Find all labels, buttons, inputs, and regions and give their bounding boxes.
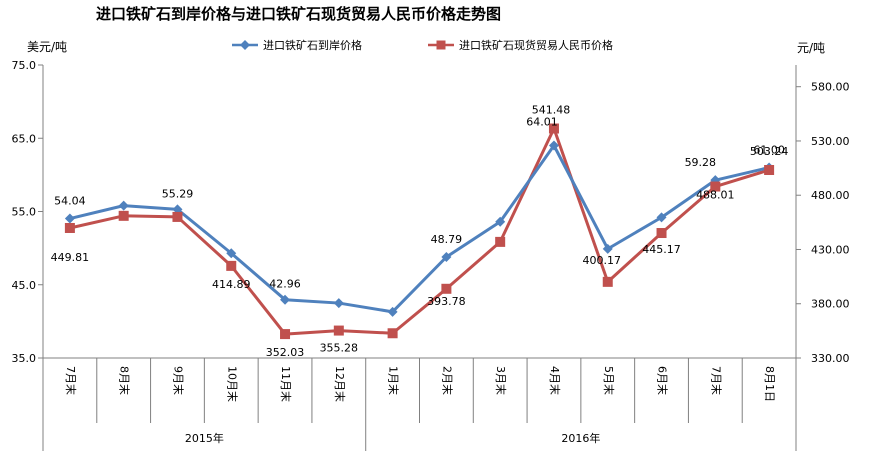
cif-price-line [69,144,770,314]
data-label: 64.01 [526,116,558,129]
left-tick-label: 55.0 [12,206,37,219]
data-label: 54.04 [54,195,86,208]
cif-price-point [280,294,291,305]
left-tick-label: 45.0 [12,279,37,292]
right-tick-label: 330.00 [811,352,850,365]
category-label: 6月末 [656,366,670,395]
right-axis-unit: 元/吨 [797,41,825,55]
cif-price-point [387,306,398,317]
rmb-price-point [602,276,613,287]
right-tick-label: 380.00 [811,298,850,311]
rmb-price-point [387,328,398,339]
cif-price-point [602,243,613,254]
rmb-price-point [495,236,506,247]
rmb-price-point [710,181,721,192]
legend-marker-diamond [240,40,250,50]
category-label: 4月末 [548,366,562,395]
data-label: 414.89 [212,278,251,291]
category-label: 8月末 [118,366,132,395]
left-axis-unit: 美元/吨 [27,40,67,54]
data-label: 503.24 [750,145,789,158]
chart-title: 进口铁矿石到岸价格与进口铁矿石现货贸易人民币价格走势图 [96,5,501,23]
category-label: 7月末 [64,366,78,395]
cif-price-point [172,204,183,215]
category-label: 11月末 [279,366,293,402]
left-tick-label: 35.0 [12,352,37,365]
data-label: 61.00 [753,144,785,157]
rmb-price-point [333,325,344,336]
category-label: 5月末 [602,366,616,395]
category-label: 10月末 [225,366,239,402]
cif-price-point [118,200,129,211]
rmb-price-point [64,222,75,233]
data-label: 55.29 [162,187,194,200]
data-label: 42.96 [269,278,301,291]
cif-price-point [548,140,559,151]
data-label: 355.28 [320,342,359,355]
data-label: 445.17 [642,243,681,256]
rmb-price-line [69,127,770,336]
category-label: 3月末 [494,366,508,395]
rmb-price-point [441,283,452,294]
right-tick-label: 480.00 [811,189,850,202]
right-tick-label: 430.00 [811,243,850,256]
series-layer [64,123,775,340]
legend-marker-square [436,40,446,50]
cif-price-point [333,298,344,309]
data-label: 48.79 [431,233,463,246]
legend: 进口铁矿石到岸价格 进口铁矿石现货贸易人民币价格 [232,38,613,52]
data-label: 400.17 [583,254,622,267]
data-label: 352.03 [266,346,305,359]
category-label: 2月末 [440,366,454,395]
rmb-price-point [764,165,775,176]
rmb-price-point [172,211,183,222]
category-label: 1月末 [387,366,401,395]
axes: 35.0 45.0 55.0 65.0 75.0 330.00 380.00 430.00 48… [12,59,850,451]
cif-price-point [495,216,506,227]
cif-price-point [64,213,75,224]
data-label: 449.81 [51,251,90,264]
rmb-price-point [280,329,291,340]
left-tick-label: 65.0 [12,132,37,145]
right-tick-label: 530.00 [811,135,850,148]
cif-price-point [226,248,237,259]
data-label: 541.48 [532,104,571,117]
cif-price-point [656,212,667,223]
rmb-price-point [226,260,237,271]
rmb-price-point [118,210,129,221]
cif-price-point [441,251,452,262]
right-tick-label: 580.00 [811,81,850,94]
data-labels: 54.04 55.29 42.96 48.79 64.01 59.28 61.00 449.8… [51,104,789,360]
category-label: 8月1日 [763,366,776,402]
category-label: 7月末 [709,366,723,395]
data-label: 488.01 [696,189,735,202]
rmb-price-point [548,123,559,134]
year-group-label: 2016年 [561,431,600,445]
year-group-label: 2015年 [185,431,224,445]
legend-label: 进口铁矿石现货贸易人民币价格 [459,38,613,52]
rmb-price-point [656,228,667,239]
category-label: 9月末 [171,366,185,395]
category-label: 12月末 [333,366,347,402]
data-label: 59.28 [685,156,717,169]
legend-label: 进口铁矿石到岸价格 [263,38,362,52]
left-tick-label: 75.0 [12,59,37,72]
data-label: 393.78 [427,295,466,308]
